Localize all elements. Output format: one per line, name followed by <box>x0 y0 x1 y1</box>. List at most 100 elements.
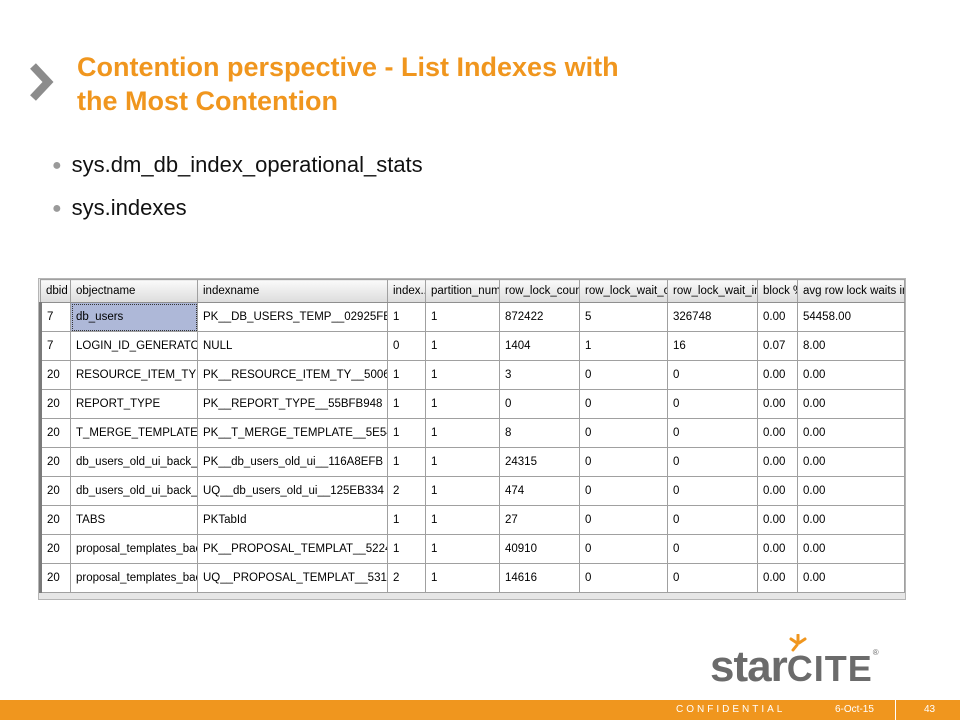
grid-cell[interactable]: 16 <box>667 331 758 361</box>
grid-cell[interactable]: 0.00 <box>757 360 798 390</box>
grid-cell[interactable]: UQ__PROPOSAL_TEMPLAT__531856C7 <box>197 563 388 593</box>
grid-cell[interactable]: db_users_old_ui_back_up <box>70 476 198 506</box>
grid-cell[interactable]: 1 <box>387 447 426 477</box>
grid-cell[interactable]: PK__DB_USERS_TEMP__02925FBF <box>197 302 388 332</box>
grid-cell[interactable]: 7 <box>39 331 71 361</box>
grid-cell[interactable]: 1 <box>425 563 500 593</box>
column-header[interactable]: row_lock_wait_count <box>579 279 668 303</box>
grid-cell[interactable]: 2 <box>387 476 426 506</box>
grid-cell[interactable]: 0 <box>579 389 668 419</box>
table-row[interactable]: 20 REPORT_TYPE PK__REPORT_TYPE__55BFB948 1 1… <box>39 389 905 419</box>
grid-cell[interactable]: 0 <box>667 476 758 506</box>
grid-cell[interactable]: 0.07 <box>757 331 798 361</box>
grid-cell[interactable]: 1 <box>425 360 500 390</box>
grid-cell[interactable]: 0 <box>667 505 758 535</box>
grid-cell[interactable]: 0 <box>667 534 758 564</box>
grid-cell[interactable]: 0.00 <box>797 389 905 419</box>
table-row[interactable]: 20proposal_templates_back_upUQ__PROPOSAL… <box>39 563 905 593</box>
grid-cell[interactable]: proposal_templates_back_up <box>70 563 198 593</box>
grid-cell[interactable]: 1 <box>579 331 668 361</box>
grid-cell[interactable]: 20 <box>39 418 71 448</box>
grid-cell[interactable]: 20 <box>39 360 71 390</box>
grid-cell[interactable]: 24315 <box>499 447 580 477</box>
table-row[interactable]: 20 TABS PKTabId 1 1 27 0 0 0.00 0.00 <box>39 505 905 535</box>
grid-cell[interactable]: 8.00 <box>797 331 905 361</box>
table-row[interactable]: 7LOGIN_ID_GENERATORSNULL0114041160.078.0… <box>39 331 905 361</box>
grid-cell[interactable]: 1 <box>387 360 426 390</box>
grid-cell[interactable]: proposal_templates_back_up <box>70 534 198 564</box>
grid-cell[interactable]: 1 <box>387 534 426 564</box>
column-header[interactable]: block % <box>757 279 798 303</box>
grid-cell[interactable]: 0.00 <box>757 505 798 535</box>
grid-cell[interactable]: 0 <box>579 360 668 390</box>
grid-cell[interactable]: PK__db_users_old_ui__116A8EFB <box>197 447 388 477</box>
grid-cell[interactable]: UQ__db_users_old_ui__125EB334 <box>197 476 388 506</box>
grid-cell[interactable]: PK__PROPOSAL_TEMPLAT__5224328E <box>197 534 388 564</box>
grid-cell[interactable]: PK__T_MERGE_TEMPLATE__5E54FF49 <box>197 418 388 448</box>
grid-cell[interactable]: 0.00 <box>757 302 798 332</box>
grid-cell[interactable]: 0 <box>499 389 580 419</box>
column-header[interactable]: row_lock_count <box>499 279 580 303</box>
grid-cell[interactable]: 0 <box>667 389 758 419</box>
grid-cell[interactable]: PK__RESOURCE_ITEM_TY__5006DFF2 <box>197 360 388 390</box>
grid-cell[interactable]: 20 <box>39 476 71 506</box>
grid-cell[interactable]: TABS <box>70 505 198 535</box>
grid-cell[interactable]: LOGIN_ID_GENERATORS <box>70 331 198 361</box>
column-header[interactable]: index... <box>387 279 426 303</box>
grid-cell[interactable]: 0 <box>579 447 668 477</box>
column-header[interactable]: avg row lock waits in ms <box>797 279 905 303</box>
grid-cell[interactable]: 1 <box>425 331 500 361</box>
grid-cell[interactable]: 0.00 <box>797 360 905 390</box>
grid-cell[interactable]: 0 <box>579 534 668 564</box>
grid-cell[interactable]: 1 <box>425 447 500 477</box>
grid-cell[interactable]: 1 <box>425 534 500 564</box>
grid-cell[interactable]: 0.00 <box>797 505 905 535</box>
table-row[interactable]: 20 db_users_old_ui_back_up UQ__db_users_ol… <box>39 476 905 506</box>
table-row[interactable]: 7 db_users PK__DB_USERS_TEMP__02925FBF 1 1 87… <box>39 302 905 332</box>
grid-cell[interactable]: 0 <box>579 476 668 506</box>
grid-cell[interactable]: 0 <box>667 447 758 477</box>
column-header[interactable]: dbid <box>40 279 71 303</box>
grid-cell[interactable]: 0 <box>667 418 758 448</box>
grid-cell[interactable]: 54458.00 <box>797 302 905 332</box>
grid-cell[interactable]: 0.00 <box>797 447 905 477</box>
grid-cell[interactable]: db_users_old_ui_back_up <box>70 447 198 477</box>
grid-cell[interactable]: T_MERGE_TEMPLATE <box>70 418 198 448</box>
grid-cell[interactable]: 0.00 <box>757 418 798 448</box>
grid-cell[interactable]: 1 <box>425 418 500 448</box>
table-row[interactable]: 20 T_MERGE_TEMPLATE PK__T_MERGE_TEMPLATE__… <box>39 418 905 448</box>
grid-cell[interactable]: 0.00 <box>757 447 798 477</box>
grid-cell[interactable]: 40910 <box>499 534 580 564</box>
grid-cell[interactable]: 20 <box>39 505 71 535</box>
grid-cell[interactable]: 326748 <box>667 302 758 332</box>
grid-cell[interactable]: 7 <box>39 302 71 332</box>
grid-cell[interactable]: 0.00 <box>757 389 798 419</box>
grid-cell[interactable]: 1 <box>425 476 500 506</box>
grid-cell[interactable]: 0 <box>579 505 668 535</box>
grid-cell[interactable]: PK__REPORT_TYPE__55BFB948 <box>197 389 388 419</box>
results-grid[interactable]: dbidobjectnameindexnameindex...partition… <box>38 278 906 600</box>
grid-cell[interactable]: 0 <box>667 563 758 593</box>
grid-cell[interactable]: 20 <box>39 563 71 593</box>
grid-cell[interactable]: 8 <box>499 418 580 448</box>
grid-cell[interactable]: 1404 <box>499 331 580 361</box>
grid-cell[interactable]: 0.00 <box>797 418 905 448</box>
grid-cell[interactable]: 3 <box>499 360 580 390</box>
grid-cell[interactable]: 14616 <box>499 563 580 593</box>
grid-cell[interactable]: 1 <box>425 302 500 332</box>
grid-cell[interactable]: 20 <box>39 447 71 477</box>
grid-cell[interactable]: 20 <box>39 389 71 419</box>
column-header[interactable]: objectname <box>70 279 198 303</box>
grid-cell[interactable]: 0.00 <box>797 476 905 506</box>
grid-cell[interactable]: 872422 <box>499 302 580 332</box>
grid-cell[interactable]: 0 <box>579 563 668 593</box>
table-row[interactable]: 20proposal_templates_back_upPK__PROPOSAL… <box>39 534 905 564</box>
grid-cell[interactable]: 20 <box>39 534 71 564</box>
grid-cell[interactable]: RESOURCE_ITEM_TYPES <box>70 360 198 390</box>
grid-cell[interactable]: 1 <box>387 302 426 332</box>
grid-cell[interactable]: 1 <box>387 505 426 535</box>
grid-cell[interactable]: PKTabId <box>197 505 388 535</box>
grid-cell[interactable]: 0.00 <box>757 476 798 506</box>
grid-cell[interactable]: 1 <box>425 389 500 419</box>
grid-cell[interactable]: 0.00 <box>757 563 798 593</box>
